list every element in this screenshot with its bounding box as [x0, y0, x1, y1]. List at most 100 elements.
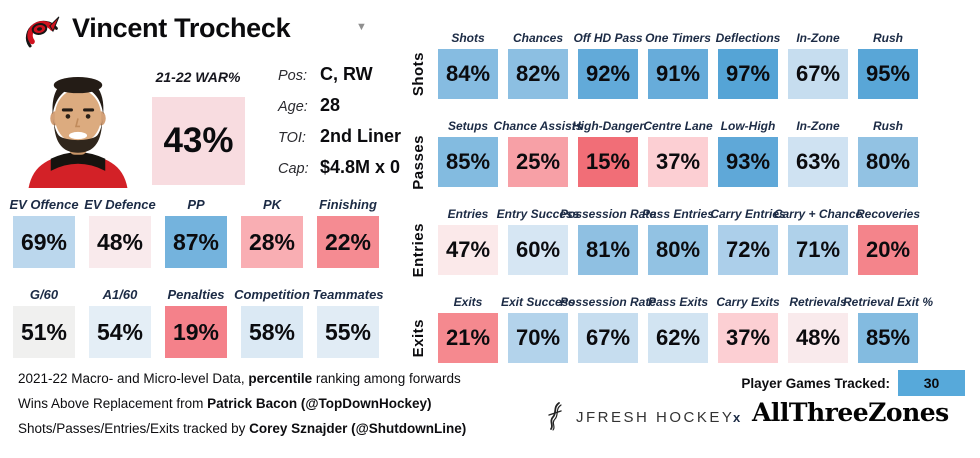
stat-label: PP: [187, 197, 205, 212]
info-value: $4.8M x 0: [320, 157, 401, 177]
stat-percentile-cell: 63%: [788, 137, 848, 187]
jfresh-logo-icon: [548, 402, 562, 431]
zone-row-shots: Shots Shots 84% Chances 82% Off HD Pass 92% On…: [408, 31, 918, 99]
stat-label: Pass Entries: [641, 207, 715, 221]
stat-column: Competition 58%: [234, 287, 310, 358]
stat-column: Pass Entries 80%: [642, 207, 714, 275]
stat-column: Chance Assists 25%: [494, 119, 582, 187]
stat-column: Entries 47%: [438, 207, 498, 275]
stat-label: Low-High: [720, 119, 776, 133]
stat-column: Recoveries 20%: [855, 207, 921, 275]
stat-column: EV Offence 69%: [9, 197, 79, 268]
stat-column: EV Defence 48%: [84, 197, 156, 268]
stat-percentile-cell: 95%: [858, 49, 918, 99]
stat-label: Carry Entries: [710, 207, 786, 221]
zone-row-passes: Passes Setups 85% Chance Assists 25% High-Da…: [408, 119, 918, 190]
stat-percentile-cell: 93%: [718, 137, 778, 187]
stat-percentile-cell: 37%: [718, 313, 778, 363]
stat-column: G/60 51%: [13, 287, 75, 358]
stat-column: Carry Exits 37%: [716, 295, 780, 363]
stat-label: Competition: [234, 287, 310, 302]
stat-label: Centre Lane: [643, 119, 713, 133]
stat-column: PP 87%: [165, 197, 227, 268]
jfresh-hockey-wordmark: JFRESH HOCKEY: [576, 409, 735, 426]
stat-label: Setups: [447, 119, 488, 133]
stat-percentile-cell: 80%: [858, 137, 918, 187]
stat-column: Centre Lane 37%: [643, 119, 713, 187]
stat-label: Rush: [873, 31, 903, 45]
allthreezones-wordmark: AllThreeZones: [752, 398, 949, 427]
info-label: Pos:: [278, 68, 308, 84]
stat-column: In-Zone 67%: [788, 31, 848, 99]
stat-percentile-cell: 21%: [438, 313, 498, 363]
stat-label: Carry Exits: [716, 295, 780, 309]
footer-line-war-credit: Wins Above Replacement from Patrick Baco…: [18, 396, 432, 411]
stat-column: Retrieval Exit % 85%: [843, 295, 933, 363]
stat-percentile-cell: 67%: [788, 49, 848, 99]
zone-row-label: Entries: [409, 222, 427, 278]
stat-column: Rush 80%: [858, 119, 918, 187]
info-row-toi: TOI: 2nd Liner: [278, 126, 401, 157]
zone-row-label: Passes: [409, 134, 427, 190]
stat-column: High-Danger 15%: [572, 119, 644, 187]
stat-percentile-cell: 22%: [317, 216, 379, 268]
zone-row-entries: Entries Entries 47% Entry Success 60% Posses…: [408, 207, 921, 278]
stat-column: A1/60 54%: [89, 287, 151, 358]
stat-label: Deflections: [715, 31, 781, 45]
stat-column: Exits 21%: [438, 295, 498, 363]
footer-line-data-source: 2021-22 Macro- and Micro-level Data, per…: [18, 371, 461, 386]
stat-label: PK: [262, 197, 282, 212]
player-info: Pos: C, RW Age: 28 TOI: 2nd Liner Cap: $…: [278, 64, 401, 188]
stat-percentile-cell: 72%: [718, 225, 778, 275]
stat-percentile-cell: 55%: [317, 306, 379, 358]
stat-column: PK 28%: [241, 197, 303, 268]
stat-label: EV Offence: [9, 197, 79, 212]
stat-label: Exits: [453, 295, 483, 309]
stat-label: Chance Assists: [493, 119, 583, 133]
stat-label: One Timers: [645, 31, 711, 45]
stat-column: Exit Success 70%: [501, 295, 575, 363]
stat-label: In-Zone: [796, 119, 840, 133]
stat-label: Retrieval Exit %: [842, 295, 934, 309]
zone-row-label: Exits: [409, 318, 427, 358]
stat-label: Recoveries: [855, 207, 921, 221]
stat-label: Entry Success: [496, 207, 580, 221]
info-value: C, RW: [320, 64, 373, 84]
games-tracked-label: Player Games Tracked:: [741, 376, 890, 391]
stat-column: Entry Success 60%: [497, 207, 579, 275]
stat-percentile-cell: 19%: [165, 306, 227, 358]
stat-percentile-cell: 48%: [788, 313, 848, 363]
stat-column: Carry Entries 72%: [710, 207, 786, 275]
player-select-dropdown-icon[interactable]: ▼: [356, 21, 367, 33]
stat-column: Carry + Chance 71%: [774, 207, 862, 275]
zone-row-label: Shots: [409, 51, 427, 97]
stat-percentile-cell: 91%: [648, 49, 708, 99]
stat-percentile-cell: 97%: [718, 49, 778, 99]
stat-percentile-cell: 87%: [165, 216, 227, 268]
stat-column: Teammates 55%: [312, 287, 384, 358]
stat-label: G/60: [29, 287, 59, 302]
stat-percentile-cell: 48%: [89, 216, 151, 268]
stat-percentile-cell: 70%: [508, 313, 568, 363]
info-row-pos: Pos: C, RW: [278, 64, 401, 95]
stat-percentile-cell: 37%: [648, 137, 708, 187]
stat-label: Entries: [447, 207, 489, 221]
macro-stats-row-2: G/60 51% A1/60 54% Penalties 19% Competition 58…: [13, 287, 384, 358]
stat-label: Rush: [873, 119, 903, 133]
stat-label: Finishing: [319, 197, 377, 212]
stat-label: A1/60: [102, 287, 138, 302]
war-label: 21-22 WAR%: [155, 69, 241, 85]
stat-label: Chances: [512, 31, 564, 45]
player-photo: [28, 77, 128, 188]
stat-percentile-cell: 71%: [788, 225, 848, 275]
stat-percentile-cell: 81%: [578, 225, 638, 275]
stat-label: EV Defence: [84, 197, 156, 212]
stat-percentile-cell: 82%: [508, 49, 568, 99]
stat-percentile-cell: 60%: [508, 225, 568, 275]
footer-line-tracking-credit: Shots/Passes/Entries/Exits tracked by Co…: [18, 421, 467, 436]
stat-percentile-cell: 15%: [578, 137, 638, 187]
stat-column: Possession Rate 67%: [560, 295, 656, 363]
stat-column: Off HD Pass 92%: [573, 31, 643, 99]
brand-collab-x: x: [733, 410, 741, 425]
